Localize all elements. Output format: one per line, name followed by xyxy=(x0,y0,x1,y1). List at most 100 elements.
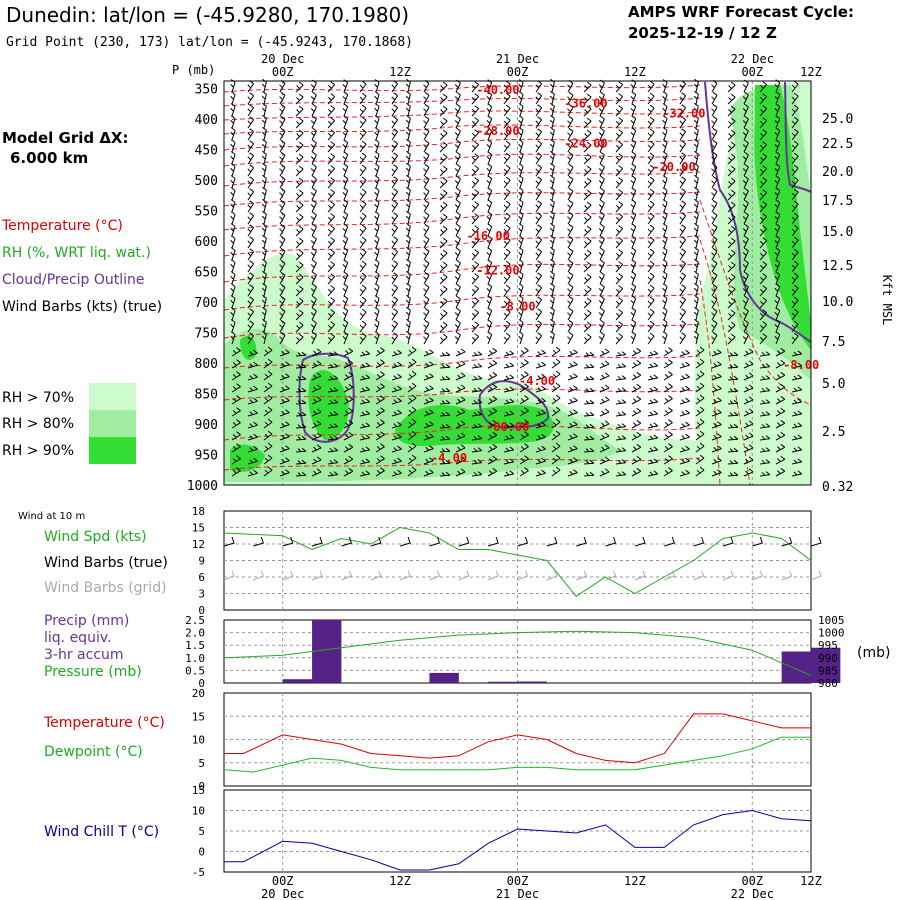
wind-barb xyxy=(279,127,286,141)
wind-barb xyxy=(693,294,699,309)
wind-barb xyxy=(759,141,768,153)
wind-barb xyxy=(261,138,267,153)
wind-barb xyxy=(662,319,668,333)
wind-barb xyxy=(343,347,354,357)
wind-barb xyxy=(405,162,411,177)
wind-barb xyxy=(423,469,434,477)
wind-barb xyxy=(375,467,385,477)
wind-barb xyxy=(423,223,430,237)
wind-barb xyxy=(374,115,380,129)
wind-barb xyxy=(693,198,699,213)
wind-barb xyxy=(551,454,561,465)
wind-barb xyxy=(327,213,336,225)
wind-barb xyxy=(535,457,546,465)
wind-barb xyxy=(630,307,637,321)
wind-barb xyxy=(327,321,336,333)
wind-barb-true xyxy=(223,536,235,547)
wind-barb xyxy=(549,102,555,117)
wind-barb xyxy=(567,115,574,129)
precip-bar xyxy=(488,681,518,683)
wind-barb xyxy=(743,408,754,417)
wind-barb xyxy=(454,235,461,249)
wind-barb xyxy=(774,163,781,177)
wind-barb xyxy=(742,151,749,165)
wind-barb xyxy=(391,176,399,189)
wind-barb xyxy=(374,127,380,141)
wind-barb xyxy=(295,309,304,321)
wind-barb xyxy=(471,387,483,393)
wind-barb xyxy=(567,163,574,177)
y-tick-label: 15 xyxy=(192,522,205,535)
wind-barb xyxy=(327,93,336,105)
wind-barb xyxy=(375,347,385,357)
wind-barb xyxy=(791,128,799,141)
wind-barb xyxy=(711,331,718,345)
wind-barb xyxy=(647,308,655,321)
wind-barb xyxy=(261,306,267,321)
wind-barb xyxy=(343,467,354,477)
isotherm-label: -20.00 xyxy=(652,160,695,174)
pressure-tick-label: 450 xyxy=(195,143,218,158)
wind-barb xyxy=(359,80,367,93)
wind-barb xyxy=(711,247,718,261)
wind-barb-grid xyxy=(223,570,235,581)
wind-barb xyxy=(439,285,448,297)
wind-barb xyxy=(727,153,736,165)
wind-barb xyxy=(743,372,754,381)
wind-barb xyxy=(231,359,241,369)
wind-barb xyxy=(631,359,642,369)
wind-barb xyxy=(423,247,430,261)
wind-barb xyxy=(727,285,736,297)
wind-barb xyxy=(486,295,493,309)
wind-barb xyxy=(791,332,799,345)
wind-barb xyxy=(775,371,786,381)
wind-barb xyxy=(327,141,336,153)
wind-barb xyxy=(295,165,304,177)
wind-barb xyxy=(342,139,349,153)
wind-barb xyxy=(727,105,736,117)
wind-barb xyxy=(503,434,515,441)
wind-barb xyxy=(549,114,555,129)
wind-barb xyxy=(791,296,799,309)
wind-barb xyxy=(423,433,434,441)
wind-barb xyxy=(759,261,768,273)
height-axis-label: Kft MSL xyxy=(880,275,894,326)
wind-barb xyxy=(679,296,687,309)
windchill-panel: -5 0 5 10 15 xyxy=(192,784,812,879)
wind-barb xyxy=(374,187,380,201)
wind-barb xyxy=(599,348,610,357)
wind-barb xyxy=(662,211,668,225)
wind-barb xyxy=(486,151,493,165)
wind-barb xyxy=(247,445,258,453)
precip-bar xyxy=(781,651,811,683)
wind-barb xyxy=(295,333,304,345)
wind-barb xyxy=(439,333,448,345)
wind-barb xyxy=(310,247,317,261)
wind-barb xyxy=(679,212,687,225)
wind-barb xyxy=(405,294,411,309)
wind-speed-label: Wind Spd (kts) xyxy=(44,529,147,545)
wind-barb xyxy=(631,407,642,417)
wind-barb xyxy=(679,397,690,405)
wind-barb xyxy=(615,237,624,249)
wind-barb xyxy=(518,139,524,153)
wind-barb xyxy=(711,139,718,153)
wind-barb-true xyxy=(546,536,558,547)
wind-barb xyxy=(311,384,322,393)
wind-barb xyxy=(295,471,307,477)
wind-barb-true xyxy=(399,536,411,547)
wind-barb xyxy=(711,433,722,441)
wind-barb xyxy=(759,333,768,345)
wind-barb xyxy=(247,421,258,429)
wind-barb-true xyxy=(810,536,822,547)
wind-barb xyxy=(727,423,739,429)
wind-barb xyxy=(630,151,637,165)
wind-barb xyxy=(374,175,380,189)
wind-barb-true xyxy=(311,536,323,547)
height-tick-label: 20.0 xyxy=(822,165,853,180)
wind-barb xyxy=(774,235,781,249)
wind-barb xyxy=(583,249,592,261)
wind-barb xyxy=(679,433,690,441)
wind-barb xyxy=(679,92,687,105)
wind-barb xyxy=(631,347,642,357)
